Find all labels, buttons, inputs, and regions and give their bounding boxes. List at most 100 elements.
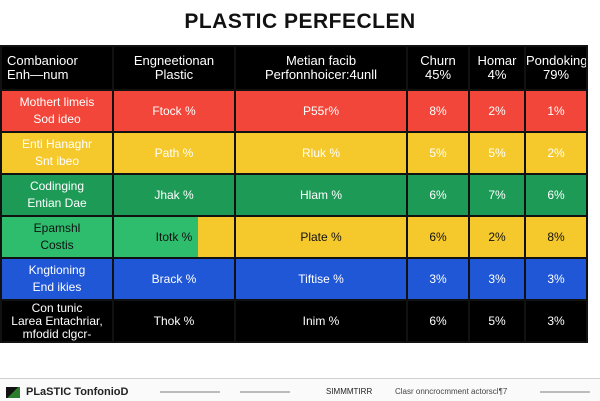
column-header-text: 45%	[424, 67, 452, 82]
row-label: Kngtioning End ikies	[0, 257, 114, 301]
column-header-text: Pondoking	[526, 53, 587, 68]
table-cell: Path %	[112, 131, 236, 175]
cell-value: 6%	[429, 230, 447, 244]
cell-value: Brack %	[151, 272, 197, 286]
table-cell: 8%	[524, 215, 588, 259]
table-cell: 2%	[468, 215, 526, 259]
table-row: Codinging Entian Dae Jhak % Hlam % 6% 7% 6%	[0, 173, 588, 217]
table-cell: 6%	[406, 173, 470, 217]
table-cell: Hlam %	[234, 173, 408, 217]
column-header-text: Enh—num	[7, 67, 69, 82]
column-header-text: Perfonnhoicer:4unll	[264, 67, 378, 82]
row-label-text: Kngtioning	[28, 263, 86, 277]
footer-divider	[540, 391, 590, 393]
table-cell: 2%	[468, 89, 526, 133]
row-label: Mothert limeis Sod ideo	[0, 89, 114, 133]
cell-value: 6%	[547, 188, 565, 202]
table-cell: Plate %	[234, 215, 408, 259]
column-header: Pondoking 79%	[524, 45, 588, 91]
row-label-text: Epamshl	[33, 221, 81, 235]
table-cell: Inim %	[234, 299, 408, 343]
table-row: Epamshl Costis Itotk % Plate % 6% 2% 8%	[0, 215, 588, 259]
column-header: Engneetionan Plastic	[112, 45, 236, 91]
row-label-text: mfodid clgcr-	[22, 326, 92, 341]
column-header: Churn 45%	[406, 45, 470, 91]
table-cell: Tiftise %	[234, 257, 408, 301]
row-label-text: Con tunic	[31, 300, 83, 315]
cell-value: 6%	[429, 188, 447, 202]
row-label-text: Entian Dae	[27, 196, 87, 210]
column-header-text: Churn	[420, 53, 456, 68]
column-header-text: Combanioor	[7, 53, 78, 68]
table-row: Kngtioning End ikies Brack % Tiftise % 3% 3% 3…	[0, 257, 588, 301]
cell-value: Thok %	[153, 314, 195, 328]
cell-value: Rluk %	[301, 146, 340, 160]
cell-value: 2%	[547, 146, 565, 160]
row-label: Con tunic Larea Entachriar, mfodid clgcr-	[0, 299, 114, 343]
table-cell: 3%	[524, 299, 588, 343]
table-cell: 6%	[524, 173, 588, 217]
table-cell: 5%	[468, 131, 526, 175]
row-label-text: Mothert limeis	[19, 95, 95, 109]
cell-value: Ftock %	[152, 104, 196, 118]
row-label-text: Enti Hanaghr	[21, 137, 93, 151]
row-label-text: Snt ibeo	[34, 154, 80, 168]
cell-value: 6%	[429, 314, 447, 328]
cell-value: 3%	[547, 272, 565, 286]
table-cell: Jhak %	[112, 173, 236, 217]
column-header-text: 79%	[542, 67, 570, 82]
cell-value: Path %	[154, 146, 194, 160]
cell-value: 8%	[429, 104, 447, 118]
column-header: Combanioor Enh—num	[0, 45, 114, 91]
table-cell: 6%	[406, 215, 470, 259]
column-header-text: Engneetionan	[133, 53, 215, 68]
cell-value: Itotk %	[155, 230, 193, 244]
table-cell: 3%	[406, 257, 470, 301]
column-header-text: Plastic	[154, 67, 194, 82]
table-row: Con tunic Larea Entachriar, mfodid clgcr- T…	[0, 299, 588, 343]
table-cell: Thok %	[112, 299, 236, 343]
table-cell: P55r%	[234, 89, 408, 133]
cell-value: 3%	[429, 272, 447, 286]
row-label-text: End ikies	[32, 280, 82, 294]
cell-value: 5%	[429, 146, 447, 160]
footer-note: Clasr onncrocmment actorscl¶7	[395, 387, 508, 396]
row-label: Codinging Entian Dae	[0, 173, 114, 217]
footer-bar: PLaSTIC TonfonioD SIMMMTIRR Clasr onncro…	[0, 378, 600, 401]
table-cell: 3%	[468, 257, 526, 301]
chart-title: PLASTIC PERFECLEN	[184, 10, 416, 33]
table-cell: 8%	[406, 89, 470, 133]
table-cell: 5%	[468, 299, 526, 343]
cell-value: 2%	[488, 230, 506, 244]
cell-value: 2%	[488, 104, 506, 118]
footer-source: SIMMMTIRR	[326, 387, 373, 396]
table-cell: 2%	[524, 131, 588, 175]
table-cell: Rluk %	[234, 131, 408, 175]
table-row: Enti Hanaghr Snt ibeo Path % Rluk % 5% 5% 2%	[0, 131, 588, 175]
cell-value: 3%	[547, 314, 565, 328]
cell-value: 7%	[488, 188, 506, 202]
table-cell: Brack %	[112, 257, 236, 301]
footer-divider	[160, 391, 220, 393]
cell-value: 5%	[488, 314, 506, 328]
table-cell: 3%	[524, 257, 588, 301]
cell-value: Jhak %	[154, 188, 194, 202]
row-label-text: Costis	[40, 238, 74, 252]
table-cell: 6%	[406, 299, 470, 343]
column-header-text: Homar	[477, 53, 517, 68]
column-header-text: 4%	[487, 67, 507, 82]
cell-value: P55r%	[302, 104, 340, 118]
table-cell: 7%	[468, 173, 526, 217]
footer-brand: PLaSTIC TonfonioD	[26, 386, 129, 398]
row-label: Enti Hanaghr Snt ibeo	[0, 131, 114, 175]
table-cell: Itotk %	[112, 215, 236, 259]
logo-icon	[6, 387, 20, 398]
cell-value: Inim %	[302, 314, 340, 328]
row-label-text: Sod ideo	[33, 112, 81, 126]
cell-value: Hlam %	[299, 188, 342, 202]
cell-value: 8%	[547, 230, 565, 244]
column-header: Homar 4%	[468, 45, 526, 91]
table-cell: 5%	[406, 131, 470, 175]
row-label: Epamshl Costis	[0, 215, 114, 259]
table-cell: Ftock %	[112, 89, 236, 133]
